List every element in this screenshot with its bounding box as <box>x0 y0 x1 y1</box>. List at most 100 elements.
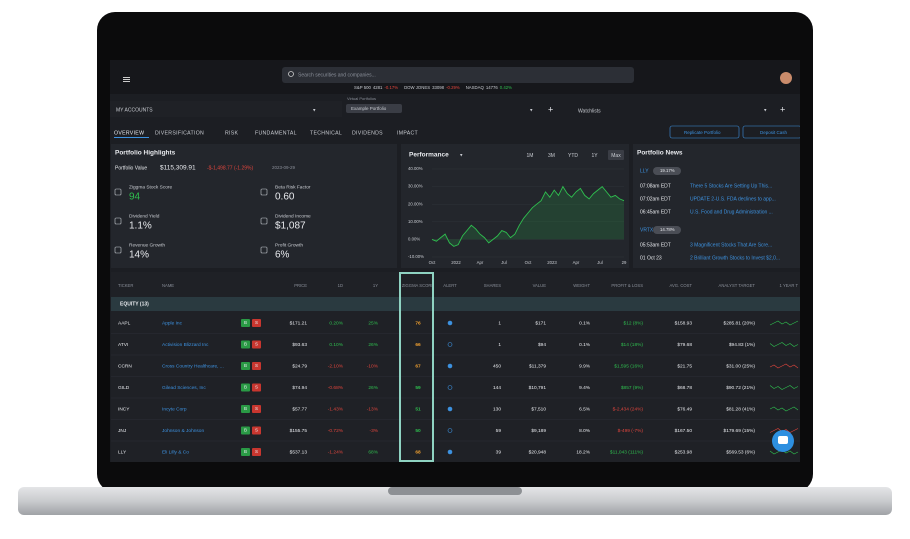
deposit-button[interactable] <box>742 125 801 139</box>
table-cell: $171 <box>535 320 546 326</box>
trade-button[interactable] <box>241 448 250 456</box>
dropdown-arrow: ▾ <box>530 107 533 113</box>
trade-button[interactable] <box>252 340 261 349</box>
column-header: 1D <box>338 283 343 288</box>
trade-button[interactable] <box>252 383 261 392</box>
trade-button[interactable] <box>252 362 261 370</box>
table-cell: $10,791 <box>529 385 547 391</box>
tab[interactable]: TECHNICAL <box>310 130 342 136</box>
news-time: 06:45am EDT <box>640 209 671 215</box>
trade-button[interactable] <box>241 383 250 392</box>
trade-label: S <box>255 385 258 390</box>
tab[interactable]: DIVERSIFICATION <box>155 130 204 136</box>
market-name: DOW JONES <box>404 85 430 90</box>
news-list: LLY 19.17% 07:08am EDT There 5 Stocks Are S… <box>640 167 780 261</box>
x-tick-label: Jul <box>597 260 603 265</box>
table-cell: -10% <box>367 363 379 369</box>
trade-button[interactable] <box>252 319 261 327</box>
table-cell: 66 <box>415 342 421 348</box>
tab[interactable]: RISK <box>225 130 239 136</box>
alert-icon[interactable] <box>447 449 453 455</box>
table-cell: $21.75 <box>677 363 692 369</box>
news-headline[interactable]: U.S. Food and Drug Administration ... <box>690 209 773 215</box>
portfolio-pill[interactable] <box>346 104 402 113</box>
trade-button[interactable] <box>252 448 261 456</box>
accounts-select[interactable] <box>110 101 342 117</box>
metric-icon <box>260 188 268 196</box>
tab[interactable]: FUNDAMENTAL <box>255 130 297 136</box>
table-cell: 26% <box>368 385 378 391</box>
metric-label: Revenue Growth <box>129 242 165 248</box>
table-cell: $253.98 <box>675 449 693 455</box>
search-box[interactable] <box>282 67 634 83</box>
table-cell: $93.63 <box>292 342 307 348</box>
range-button[interactable]: 1Y <box>591 153 598 159</box>
table-cell: 0.1% <box>579 342 591 348</box>
score-highlight <box>399 272 434 462</box>
avatar[interactable] <box>780 72 792 84</box>
tab[interactable]: IMPACT <box>397 130 419 136</box>
alert-icon[interactable] <box>447 342 453 347</box>
range-button[interactable]: 3M <box>548 153 555 159</box>
table-cell: $12 (8%) <box>624 320 644 326</box>
sparkline <box>769 406 799 412</box>
trade-button[interactable] <box>241 405 250 413</box>
table-cell: $171.21 <box>290 320 308 326</box>
news-headline[interactable]: 3 Magnificent Stocks That Are Scre... <box>690 242 772 248</box>
column-header: WEIGHT <box>573 283 590 288</box>
x-tick-label: 29 <box>622 260 627 265</box>
table-cell: 0.10% <box>329 342 343 348</box>
group-label: EQUITY (13) <box>120 301 149 307</box>
market-name: S&P 500 <box>354 85 371 90</box>
news-ticker: LLY <box>640 168 649 174</box>
tab[interactable]: DIVIDENDS <box>352 130 383 136</box>
column-header: ANALYST TARGET <box>719 283 756 288</box>
replicate-button[interactable] <box>669 125 740 139</box>
news-headline[interactable]: There 5 Stocks Are Setting Up This... <box>690 183 772 189</box>
trade-button[interactable] <box>241 362 250 370</box>
x-tick-label: 2022 <box>451 260 461 265</box>
range-button[interactable]: YTD <box>568 153 578 159</box>
line-area <box>432 186 624 247</box>
market-value: 4281 <box>373 85 383 90</box>
tab[interactable]: OVERVIEW <box>114 130 144 136</box>
range-button[interactable]: 1M <box>527 153 534 159</box>
trade-label: B <box>244 406 247 411</box>
table-cell: $31.00 (25%) <box>726 363 755 369</box>
trade-button[interactable] <box>241 319 250 327</box>
alert-icon[interactable] <box>447 320 453 326</box>
watchlists-label: Watchlists <box>578 108 601 114</box>
table-cell: $7,510 <box>531 406 546 412</box>
table-cell: -0.68% <box>328 385 344 391</box>
trade-button[interactable] <box>241 426 250 435</box>
alert-icon[interactable] <box>447 385 453 390</box>
table-cell: -1.24% <box>328 449 344 455</box>
table-cell: 9.4% <box>579 385 591 391</box>
metric-icon <box>260 217 268 225</box>
x-tick-label: 2023 <box>547 260 557 265</box>
y-tick-label: 10.00% <box>408 219 423 224</box>
tab-underline <box>114 137 149 138</box>
range-button[interactable]: Max <box>611 153 621 159</box>
trade-button[interactable] <box>241 340 250 349</box>
metric-value: $1,087 <box>275 221 306 232</box>
news-headline[interactable]: UPDATE 2-U.S. FDA declines to app... <box>690 196 776 202</box>
alert-icon[interactable] <box>447 363 453 369</box>
news-headline[interactable]: 2 Brilliant Growth Stocks to Invest $2,0… <box>690 255 780 261</box>
add-icon[interactable]: + <box>780 104 785 114</box>
column-header: PRICE <box>294 283 307 288</box>
add-icon[interactable]: + <box>548 104 553 114</box>
sparkline <box>769 342 799 347</box>
performance-chart: 40.00% 30.00% 20.00% 10.00% 0.00% -10.00% Oct 2… <box>408 166 627 265</box>
trade-label: B <box>244 342 247 347</box>
alert-icon[interactable] <box>447 428 453 433</box>
table-cell: $79.68 <box>677 342 692 348</box>
alert-icon[interactable] <box>447 406 453 412</box>
trade-label: S <box>255 363 258 368</box>
trade-label: B <box>244 449 247 454</box>
trade-button[interactable] <box>252 426 261 435</box>
performance-title: Performance <box>409 152 449 159</box>
menu-icon[interactable] <box>123 77 130 82</box>
trade-button[interactable] <box>252 405 261 413</box>
column-header: AVG. COST <box>670 283 693 288</box>
